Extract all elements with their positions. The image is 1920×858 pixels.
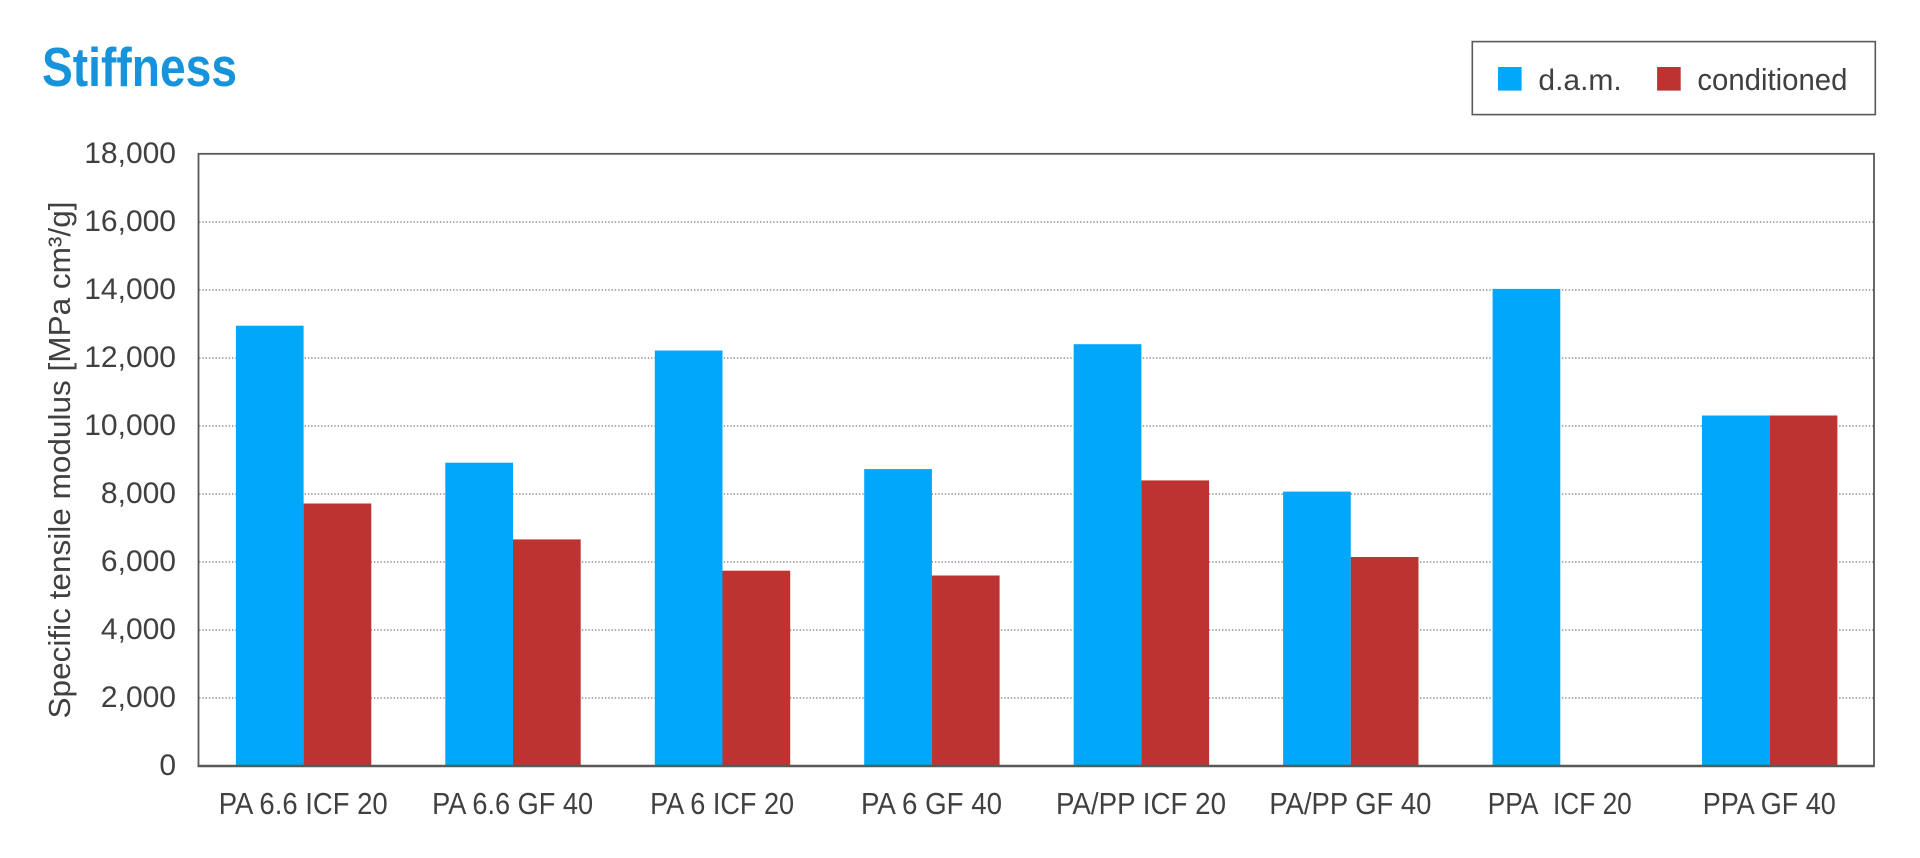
svg-text:PA 6 GF 40: PA 6 GF 40 xyxy=(861,786,1002,821)
svg-text:PA 6 ICF 20: PA 6 ICF 20 xyxy=(650,786,794,821)
svg-text:10,000: 10,000 xyxy=(84,409,176,442)
svg-text:16,000: 16,000 xyxy=(84,205,176,238)
svg-text:12,000: 12,000 xyxy=(84,341,176,374)
svg-text:PPA GF 40: PPA GF 40 xyxy=(1703,786,1836,821)
svg-text:conditioned: conditioned xyxy=(1697,62,1847,97)
svg-text:18,000: 18,000 xyxy=(84,137,176,170)
svg-text:4,000: 4,000 xyxy=(101,613,176,646)
svg-text:PA/PP GF 40: PA/PP GF 40 xyxy=(1269,786,1431,821)
svg-text:8,000: 8,000 xyxy=(101,477,176,510)
svg-text:0: 0 xyxy=(159,749,176,782)
svg-text:d.a.m.: d.a.m. xyxy=(1538,64,1621,97)
svg-text:PA/PP ICF 20: PA/PP ICF 20 xyxy=(1056,786,1226,821)
svg-text:PA 6.6 GF 40: PA 6.6 GF 40 xyxy=(432,786,593,821)
svg-text:6,000: 6,000 xyxy=(101,545,176,578)
svg-text:PPA ICF 20: PPA ICF 20 xyxy=(1488,786,1632,821)
svg-text:Stiffness: Stiffness xyxy=(42,36,237,98)
svg-text:14,000: 14,000 xyxy=(84,273,176,306)
svg-text:PA 6.6 ICF 20: PA 6.6 ICF 20 xyxy=(219,786,388,821)
svg-text:Specific tensile modulus [MPa: Specific tensile modulus [MPa cm³/g] xyxy=(42,202,77,719)
svg-text:2,000: 2,000 xyxy=(101,681,176,714)
